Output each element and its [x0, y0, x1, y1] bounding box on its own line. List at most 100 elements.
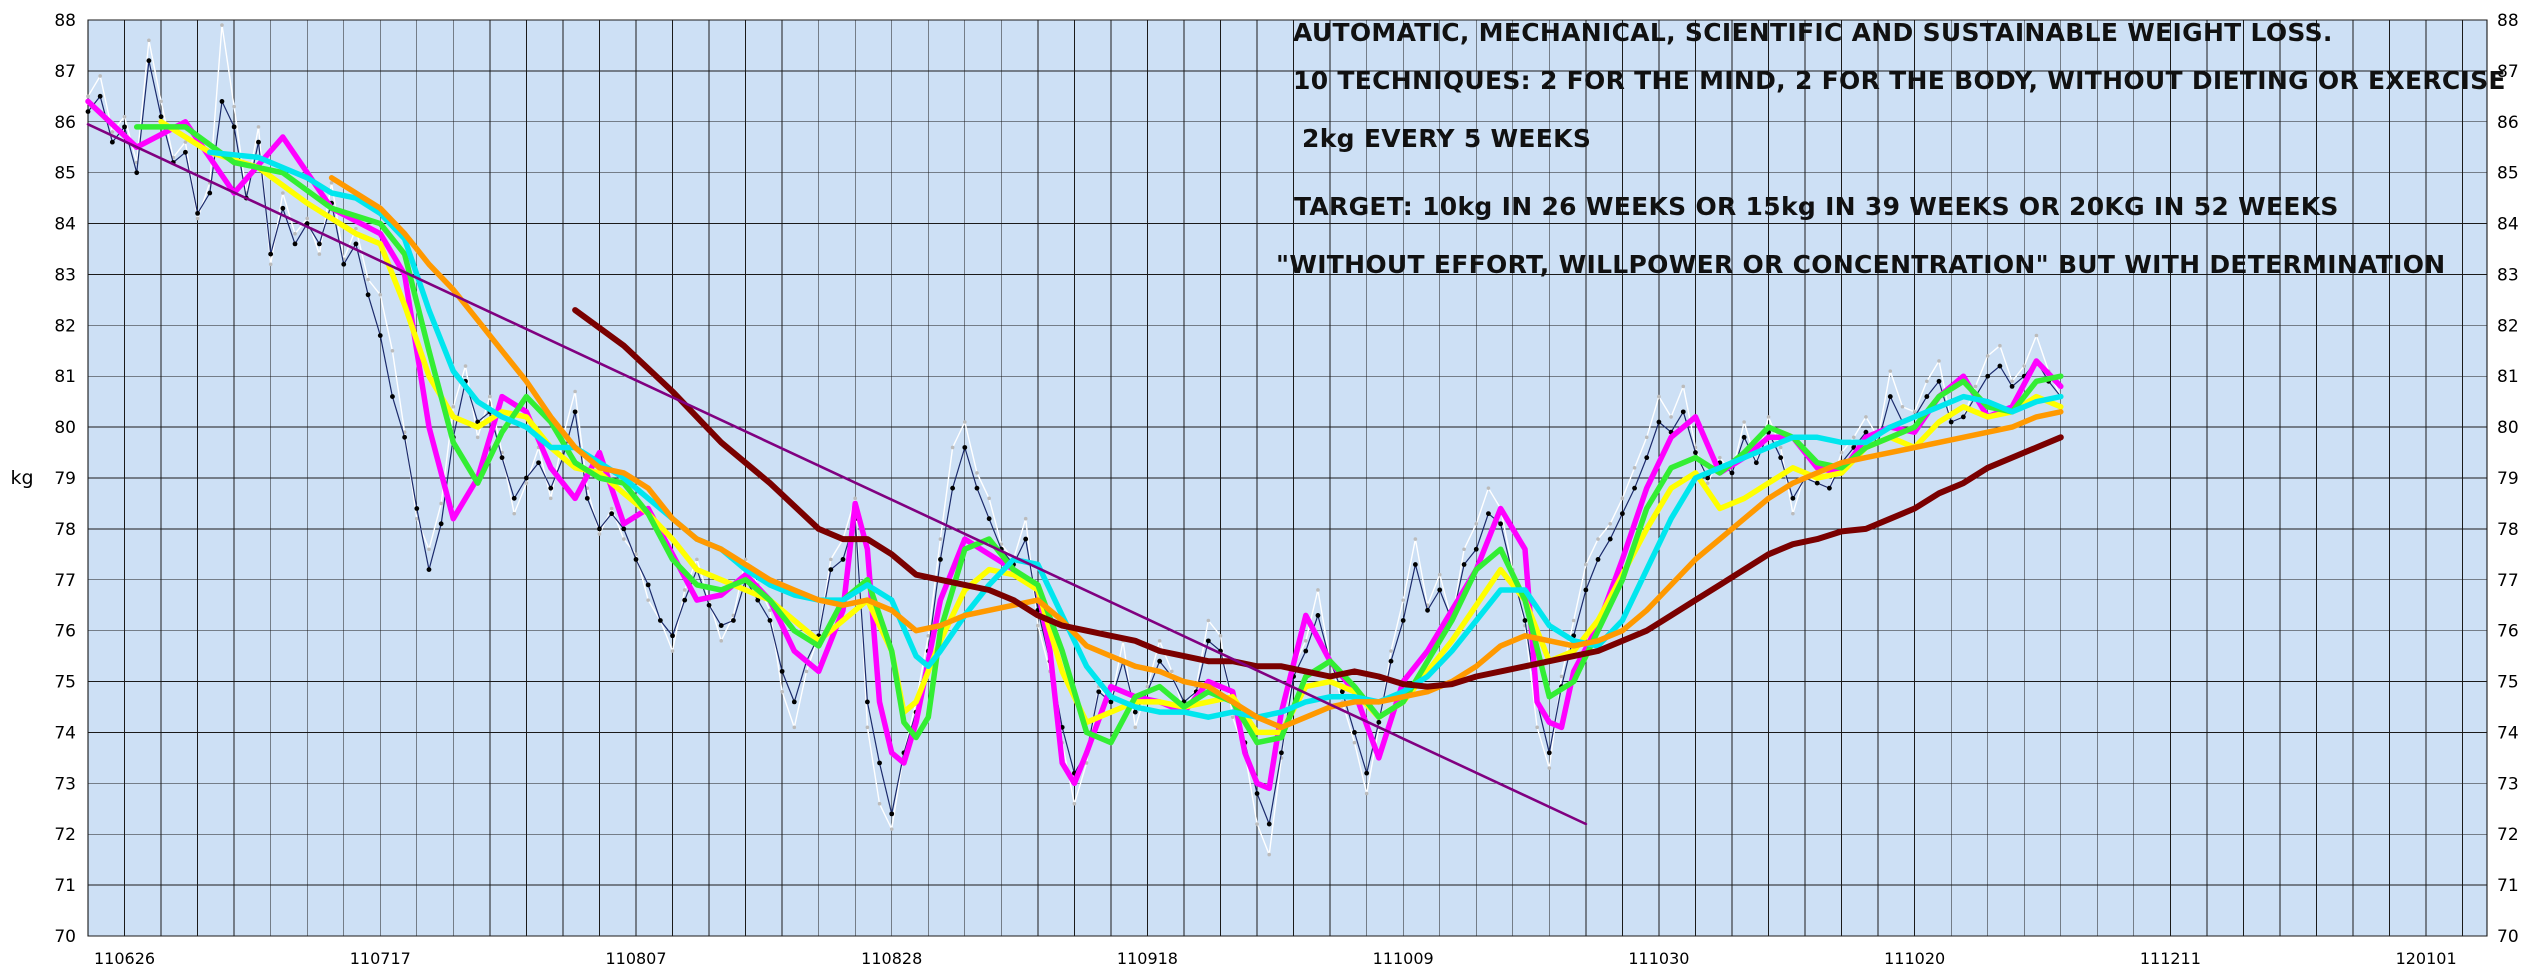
y-tick-label-right: 74 [2497, 723, 2519, 743]
y-tick-label-right: 79 [2497, 469, 2519, 489]
data-point [1376, 719, 1382, 725]
data-point [597, 532, 602, 536]
data-point [743, 557, 748, 562]
y-tick-label-left: 82 [54, 316, 76, 336]
data-point [622, 537, 626, 541]
data-point [1546, 750, 1552, 756]
data-point [609, 511, 615, 517]
data-point [329, 181, 334, 185]
data-point [1218, 633, 1223, 638]
data-point [1997, 363, 2003, 369]
data-point [341, 261, 347, 267]
data-point [1669, 415, 1673, 419]
data-point [1266, 821, 1272, 827]
data-point [573, 389, 577, 394]
y-tick-label-right: 73 [2497, 774, 2519, 794]
data-point [536, 460, 541, 466]
data-point [316, 241, 322, 247]
annotation-line-5: "WITHOUT EFFORT, WILLPOWER OR CONCENTRAT… [1276, 250, 2446, 279]
data-point [926, 633, 931, 638]
data-point [548, 496, 553, 501]
data-point [414, 516, 419, 521]
data-point [1413, 537, 1418, 541]
y-tick-label-right: 75 [2497, 673, 2519, 693]
data-point [524, 481, 529, 485]
data-point [1863, 429, 1869, 435]
data-point [1230, 715, 1235, 719]
data-point [1072, 801, 1077, 806]
x-tick-label: 110717 [350, 949, 411, 968]
data-point [609, 506, 614, 511]
data-point [1559, 674, 1564, 679]
data-point [974, 485, 980, 491]
data-point [195, 216, 200, 221]
data-point [1425, 607, 1430, 613]
y-tick-label-left: 81 [54, 367, 76, 387]
data-point [768, 608, 772, 613]
data-point [292, 241, 298, 247]
data-point [645, 582, 651, 588]
data-point [220, 23, 224, 27]
y-tick-label-left: 72 [54, 825, 76, 845]
data-point [512, 511, 517, 516]
data-point [1462, 547, 1466, 552]
data-point [293, 231, 297, 236]
data-point [256, 125, 261, 129]
data-point [1486, 511, 1491, 517]
data-point [2009, 384, 2015, 389]
data-point [134, 170, 140, 176]
data-point [780, 689, 784, 694]
data-point [1973, 384, 1978, 389]
data-point [1985, 354, 1990, 358]
y-tick-label-left: 73 [54, 774, 76, 794]
annotation-line-4: TARGET: 10kg IN 26 WEEKS OR 15kg IN 39 W… [1294, 192, 2339, 221]
y-tick-label-left: 70 [54, 927, 76, 947]
data-point [354, 226, 358, 231]
data-point [439, 501, 443, 506]
y-tick-label-left: 77 [54, 571, 76, 591]
data-point [1912, 410, 1917, 414]
data-point [427, 547, 431, 552]
data-point [572, 409, 578, 415]
data-point [853, 496, 857, 501]
data-point [1400, 618, 1406, 623]
data-point [1255, 822, 1259, 826]
series-line-3 [158, 119, 2064, 736]
y-tick-label-left: 83 [54, 265, 76, 285]
y-tick-label-right: 82 [2497, 316, 2519, 336]
data-point [1851, 435, 1856, 440]
data-point [231, 124, 237, 130]
data-point [1364, 791, 1369, 796]
data-point [1401, 598, 1405, 602]
y-tick-label-left: 74 [54, 723, 76, 743]
data-point [1900, 404, 1905, 409]
data-point [864, 699, 870, 705]
x-tick-label: 111020 [1884, 949, 1945, 968]
y-tick-label-left: 75 [54, 673, 76, 693]
y-tick-label-right: 72 [2497, 825, 2519, 845]
data-point [110, 130, 115, 134]
data-point [1827, 485, 1832, 491]
data-point [1145, 684, 1150, 689]
data-point [402, 434, 408, 440]
data-point [366, 277, 370, 282]
data-point [1352, 740, 1357, 745]
data-point [1864, 415, 1868, 419]
data-point [731, 618, 736, 623]
data-point [1596, 537, 1600, 541]
data-point [718, 623, 724, 628]
data-point [1267, 852, 1272, 857]
data-point [1925, 379, 1929, 384]
data-point [1205, 638, 1211, 644]
data-point [1887, 394, 1893, 399]
data-point [1729, 470, 1735, 476]
data-point [682, 597, 688, 603]
data-point [889, 827, 894, 831]
data-point [1632, 466, 1637, 470]
data-point [1924, 394, 1930, 399]
data-point [232, 104, 236, 109]
data-point [1948, 419, 1954, 425]
y-tick-label-left: 87 [54, 62, 76, 82]
y-tick-label-right: 86 [2497, 113, 2519, 133]
data-point [159, 99, 163, 104]
